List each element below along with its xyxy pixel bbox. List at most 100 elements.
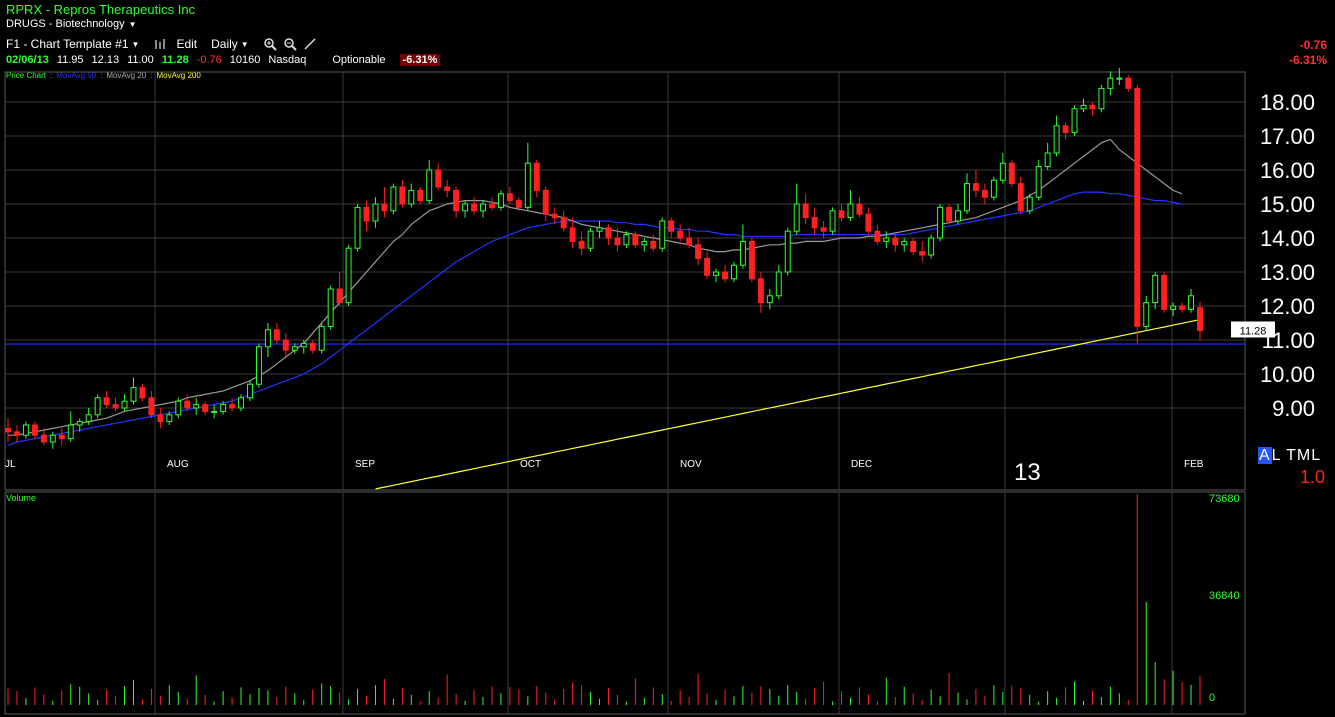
scale-options[interactable]: AL TML — [1258, 447, 1321, 465]
zoom-out-icon[interactable] — [283, 37, 297, 51]
candle — [255, 343, 262, 388]
candle — [1080, 98, 1087, 113]
candle — [551, 207, 558, 225]
candle — [497, 190, 504, 211]
candle — [802, 193, 809, 225]
candle-body — [112, 404, 119, 409]
candle-body — [928, 237, 935, 256]
month-label: NOV — [680, 459, 702, 470]
candle-body — [730, 264, 737, 280]
candle-body — [363, 206, 370, 222]
edit-button[interactable]: Edit — [153, 37, 197, 51]
candle — [354, 204, 361, 252]
draw-line-icon[interactable] — [303, 37, 317, 51]
candle-body — [22, 424, 29, 436]
candle-body — [892, 237, 899, 246]
candle-body — [1179, 305, 1186, 310]
candle-body — [757, 278, 764, 304]
candle — [964, 173, 970, 215]
quote-exchange: Nasdaq — [268, 54, 307, 66]
candle — [515, 197, 522, 211]
candle — [282, 333, 289, 357]
last-price-label: 11.28 — [1240, 325, 1267, 337]
candle-body — [372, 203, 379, 222]
candle-body — [659, 220, 666, 249]
candle — [847, 190, 854, 221]
quote-date: 02/06/13 — [6, 54, 49, 66]
candle — [363, 200, 370, 232]
candle — [40, 428, 47, 446]
candle-body — [1107, 77, 1114, 89]
candle-body — [1116, 77, 1123, 80]
candle-body — [85, 414, 92, 423]
candle-body — [300, 342, 307, 348]
candle-body — [453, 189, 460, 212]
candle-body — [515, 200, 522, 208]
candle — [686, 227, 693, 249]
candle-body — [1197, 307, 1203, 331]
candle — [1179, 302, 1186, 313]
candle-body — [722, 271, 728, 280]
candle — [444, 180, 451, 198]
template-label: F1 - Chart Template #1 — [6, 37, 129, 51]
candle — [327, 285, 334, 330]
pct-change-badge: -6.31% — [399, 54, 441, 66]
candle-body — [94, 397, 101, 416]
candle — [229, 397, 236, 412]
candle-body — [990, 179, 997, 198]
candle-body — [497, 193, 504, 208]
candle — [937, 204, 944, 242]
candle — [1107, 71, 1114, 96]
candle-body — [417, 189, 424, 202]
candle — [417, 187, 424, 204]
candle-body — [748, 240, 755, 280]
candle-body — [641, 240, 648, 246]
candle — [892, 234, 899, 252]
candle-body — [775, 271, 782, 297]
sector-dropdown[interactable]: DRUGS - Biotechnology ▼ — [6, 18, 137, 30]
candle — [820, 221, 827, 238]
candle-body — [435, 169, 442, 188]
candle — [506, 187, 513, 204]
candle — [184, 394, 191, 412]
template-dropdown[interactable]: F1 - Chart Template #1 ▼ — [6, 37, 139, 51]
zoom-in-icon[interactable] — [263, 37, 277, 51]
volume-pane-border — [4, 491, 1246, 715]
legend-ma50: MovAvg 50 — [56, 71, 97, 80]
candle — [85, 408, 92, 425]
candle-body — [390, 186, 397, 212]
candle-body — [58, 434, 65, 440]
scale-a-toggle[interactable]: A — [1258, 447, 1272, 464]
candle — [94, 394, 101, 419]
month-label: SEP — [355, 459, 375, 470]
candle-body — [713, 271, 719, 276]
candle — [426, 159, 433, 204]
candle-body — [139, 387, 146, 399]
candle-body — [650, 240, 657, 249]
candle — [273, 323, 280, 344]
candle — [462, 200, 469, 218]
candle-body — [408, 189, 415, 205]
candle — [1170, 302, 1177, 317]
chevron-down-icon: ▼ — [240, 39, 249, 49]
candle-body — [704, 257, 711, 276]
candle — [1053, 115, 1060, 157]
candle — [999, 153, 1006, 184]
candle — [1071, 105, 1078, 136]
sector-label: DRUGS - Biotechnology — [6, 18, 125, 30]
candle-body — [811, 217, 818, 229]
candle-body — [901, 240, 908, 246]
candle — [390, 183, 397, 215]
candle-body — [981, 189, 988, 198]
chart-legend: Price Chart: MovAvg 50: MovAvg 20: MovAv… — [6, 71, 201, 80]
candle — [399, 180, 406, 208]
candle-body — [829, 210, 836, 232]
price-tick-label: 16.00 — [1260, 158, 1315, 183]
period-dropdown[interactable]: Daily ▼ — [211, 37, 249, 51]
candle — [838, 204, 845, 221]
candle — [704, 251, 711, 279]
candle — [453, 187, 460, 218]
candle-body — [166, 414, 173, 423]
candle — [336, 272, 343, 306]
